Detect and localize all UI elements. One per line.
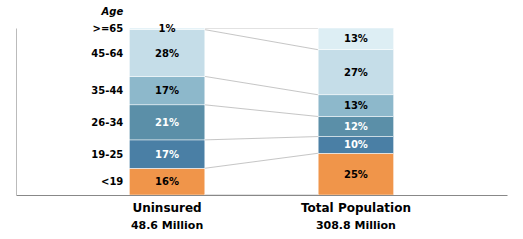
bar-segment: [129, 168, 205, 195]
data-label: 12%: [344, 121, 368, 132]
bar-segment: [318, 117, 394, 137]
series-label: 35-44: [91, 85, 123, 96]
data-label: 16%: [155, 176, 179, 187]
data-label: 17%: [155, 85, 179, 96]
data-label: 1%: [159, 23, 176, 34]
y-axis-line: [16, 29, 17, 196]
x-tick: Total Population: [301, 201, 411, 215]
connector: [205, 137, 318, 140]
plot: Uninsured Total Population 48.6 Million 308…: [17, 6, 508, 232]
x-axis: Uninsured Total Population: [17, 196, 508, 215]
chart: Uninsured Total Population 48.6 Million 308…: [0, 0, 523, 239]
x-axis-line: [17, 195, 508, 196]
bar-segment: [129, 30, 205, 77]
data-label: 21%: [155, 117, 179, 128]
connector: [205, 28, 318, 29]
series-label: 19-25: [91, 149, 123, 160]
category-note: 308.8 Million: [316, 219, 396, 232]
series-label: <19: [101, 176, 123, 187]
bar-segment: [129, 140, 205, 168]
series-label: 45-64: [91, 48, 123, 59]
connector: [205, 153, 318, 168]
annotation: Age: [101, 6, 124, 17]
data-label: 28%: [155, 48, 179, 59]
series-label: >=65: [93, 23, 124, 34]
data-label: 27%: [344, 67, 368, 78]
data-label: 25%: [344, 169, 368, 180]
data-label: 10%: [344, 139, 368, 150]
bar-segment: [129, 105, 205, 140]
bar-segment: [318, 153, 394, 195]
series-label: 26-34: [91, 117, 123, 128]
category-note: 48.6 Million: [131, 219, 203, 232]
x-tick-label: Uninsured: [132, 201, 201, 215]
data-label: 13%: [344, 33, 368, 44]
x-tick-label: Total Population: [301, 201, 411, 215]
bars: [129, 28, 393, 195]
connector: [205, 30, 318, 50]
x-tick: Uninsured: [132, 201, 201, 215]
bar-segment: [318, 95, 394, 117]
data-label: 13%: [344, 100, 368, 111]
connector: [205, 105, 318, 117]
connector: [205, 76, 318, 94]
data-label: 17%: [155, 149, 179, 160]
bar-segment: [129, 76, 205, 104]
y-axis: [16, 29, 17, 196]
bar-segment: [318, 137, 394, 154]
bar-segment: [318, 50, 394, 95]
bar-segment: [318, 28, 394, 50]
